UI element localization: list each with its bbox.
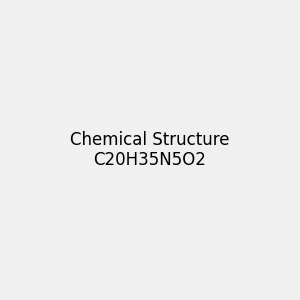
Text: Chemical Structure
C20H35N5O2: Chemical Structure C20H35N5O2 bbox=[70, 130, 230, 170]
